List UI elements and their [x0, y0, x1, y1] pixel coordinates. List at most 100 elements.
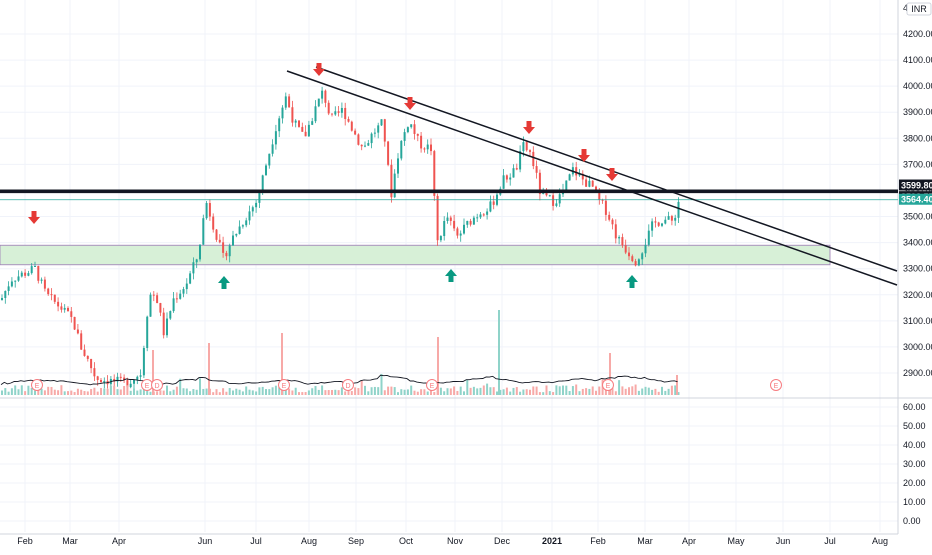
- candle-body: [489, 201, 492, 212]
- volume-bar: [568, 391, 571, 395]
- volume-bar: [7, 391, 10, 395]
- candle-body: [37, 265, 40, 281]
- candle-body: [525, 142, 528, 151]
- volume-bar: [677, 392, 680, 395]
- volume-bar: [139, 389, 142, 395]
- volume-bar: [634, 384, 637, 395]
- volume-spike: [281, 333, 283, 395]
- volume-tick-label: 50.00: [903, 421, 926, 431]
- time-tick-label: Aug: [872, 536, 888, 546]
- price-tick-label: 3100.00: [903, 316, 932, 326]
- volume-bar: [113, 385, 116, 395]
- candle-body: [182, 289, 185, 294]
- time-tick-label: Aug: [301, 536, 317, 546]
- svg-text:E: E: [145, 383, 150, 390]
- candle-body: [116, 376, 119, 382]
- volume-bar: [274, 385, 277, 395]
- volume-bars: [1, 310, 680, 395]
- candle-body: [670, 216, 673, 221]
- time-tick-label: Apr: [112, 536, 126, 546]
- candle-body: [324, 90, 327, 103]
- volume-bar: [284, 387, 287, 395]
- candle-body: [261, 175, 264, 192]
- candle-body: [93, 368, 96, 377]
- volume-bar: [403, 389, 406, 395]
- time-tick-label: Feb: [17, 536, 33, 546]
- time-tick-label: Jun: [776, 536, 791, 546]
- candle-body: [10, 281, 13, 287]
- candle-body: [327, 102, 330, 114]
- volume-bar: [571, 386, 574, 395]
- candle-body: [364, 145, 366, 147]
- volume-bar: [301, 392, 304, 395]
- candle-body: [314, 106, 317, 122]
- price-tag-label: 3564.40: [901, 195, 932, 205]
- candle-body: [578, 173, 581, 176]
- candle-body: [146, 316, 149, 348]
- price-tick-label: 3200.00: [903, 290, 932, 300]
- candle-body: [664, 219, 667, 224]
- volume-bar: [298, 392, 300, 395]
- candle-body: [235, 233, 238, 236]
- volume-bar: [93, 387, 96, 395]
- volume-bar: [185, 388, 188, 395]
- candle-body: [291, 107, 294, 123]
- candle-body: [40, 279, 43, 281]
- candle-body: [519, 151, 522, 170]
- volume-bar: [278, 387, 281, 395]
- volume-bar: [387, 386, 390, 395]
- candle-body: [621, 237, 624, 246]
- grid-lines: [0, 0, 898, 532]
- candle-body: [426, 144, 429, 150]
- volume-bar: [505, 387, 508, 395]
- candle-body: [208, 203, 211, 217]
- volume-bar: [212, 392, 215, 395]
- volume-bar: [172, 389, 175, 395]
- candle-body: [585, 179, 588, 187]
- volume-tick-label: 40.00: [903, 440, 926, 450]
- svg-text:E: E: [430, 383, 435, 390]
- candle-body: [123, 377, 126, 381]
- price-axis: 4200.00 4100.00 4000.00 3900.00 3800.00 3700.…: [903, 3, 932, 526]
- candle-body: [43, 279, 46, 289]
- candle-body: [347, 118, 350, 122]
- volume-bar: [162, 390, 165, 395]
- candle-body: [307, 124, 310, 137]
- candle-body: [581, 173, 584, 180]
- volume-bar: [542, 392, 545, 395]
- volume-bar: [558, 386, 561, 395]
- candle-body: [674, 217, 677, 221]
- volume-bar: [20, 385, 23, 395]
- candle-body: [436, 195, 439, 241]
- volume-bar: [195, 389, 198, 395]
- volume-bar: [578, 391, 581, 395]
- svg-text:E: E: [774, 383, 779, 390]
- candle-body: [1, 297, 3, 300]
- volume-bar: [555, 385, 558, 395]
- candle-body: [212, 216, 215, 230]
- price-tick-label: 3000.00: [903, 342, 932, 352]
- volume-bar: [552, 392, 555, 395]
- candle-body: [63, 307, 66, 310]
- candle-body: [443, 221, 446, 237]
- time-tick-label: Sep: [348, 536, 364, 546]
- volume-bar: [350, 391, 353, 395]
- volume-bar: [73, 392, 76, 395]
- volume-bar: [291, 390, 294, 395]
- volume-bar: [27, 385, 30, 395]
- candle-body: [591, 180, 594, 187]
- volume-bar: [670, 385, 673, 395]
- candle-body: [195, 259, 198, 263]
- candle-body: [192, 262, 195, 274]
- volume-bar: [47, 386, 50, 395]
- volume-bar: [96, 391, 99, 395]
- volume-bar: [123, 386, 126, 395]
- time-tick-label: Mar: [637, 536, 653, 546]
- candle-body: [70, 311, 73, 317]
- candle-body: [80, 333, 83, 350]
- volume-spike: [609, 353, 611, 395]
- candle-body: [215, 229, 218, 240]
- svg-text:E: E: [35, 383, 40, 390]
